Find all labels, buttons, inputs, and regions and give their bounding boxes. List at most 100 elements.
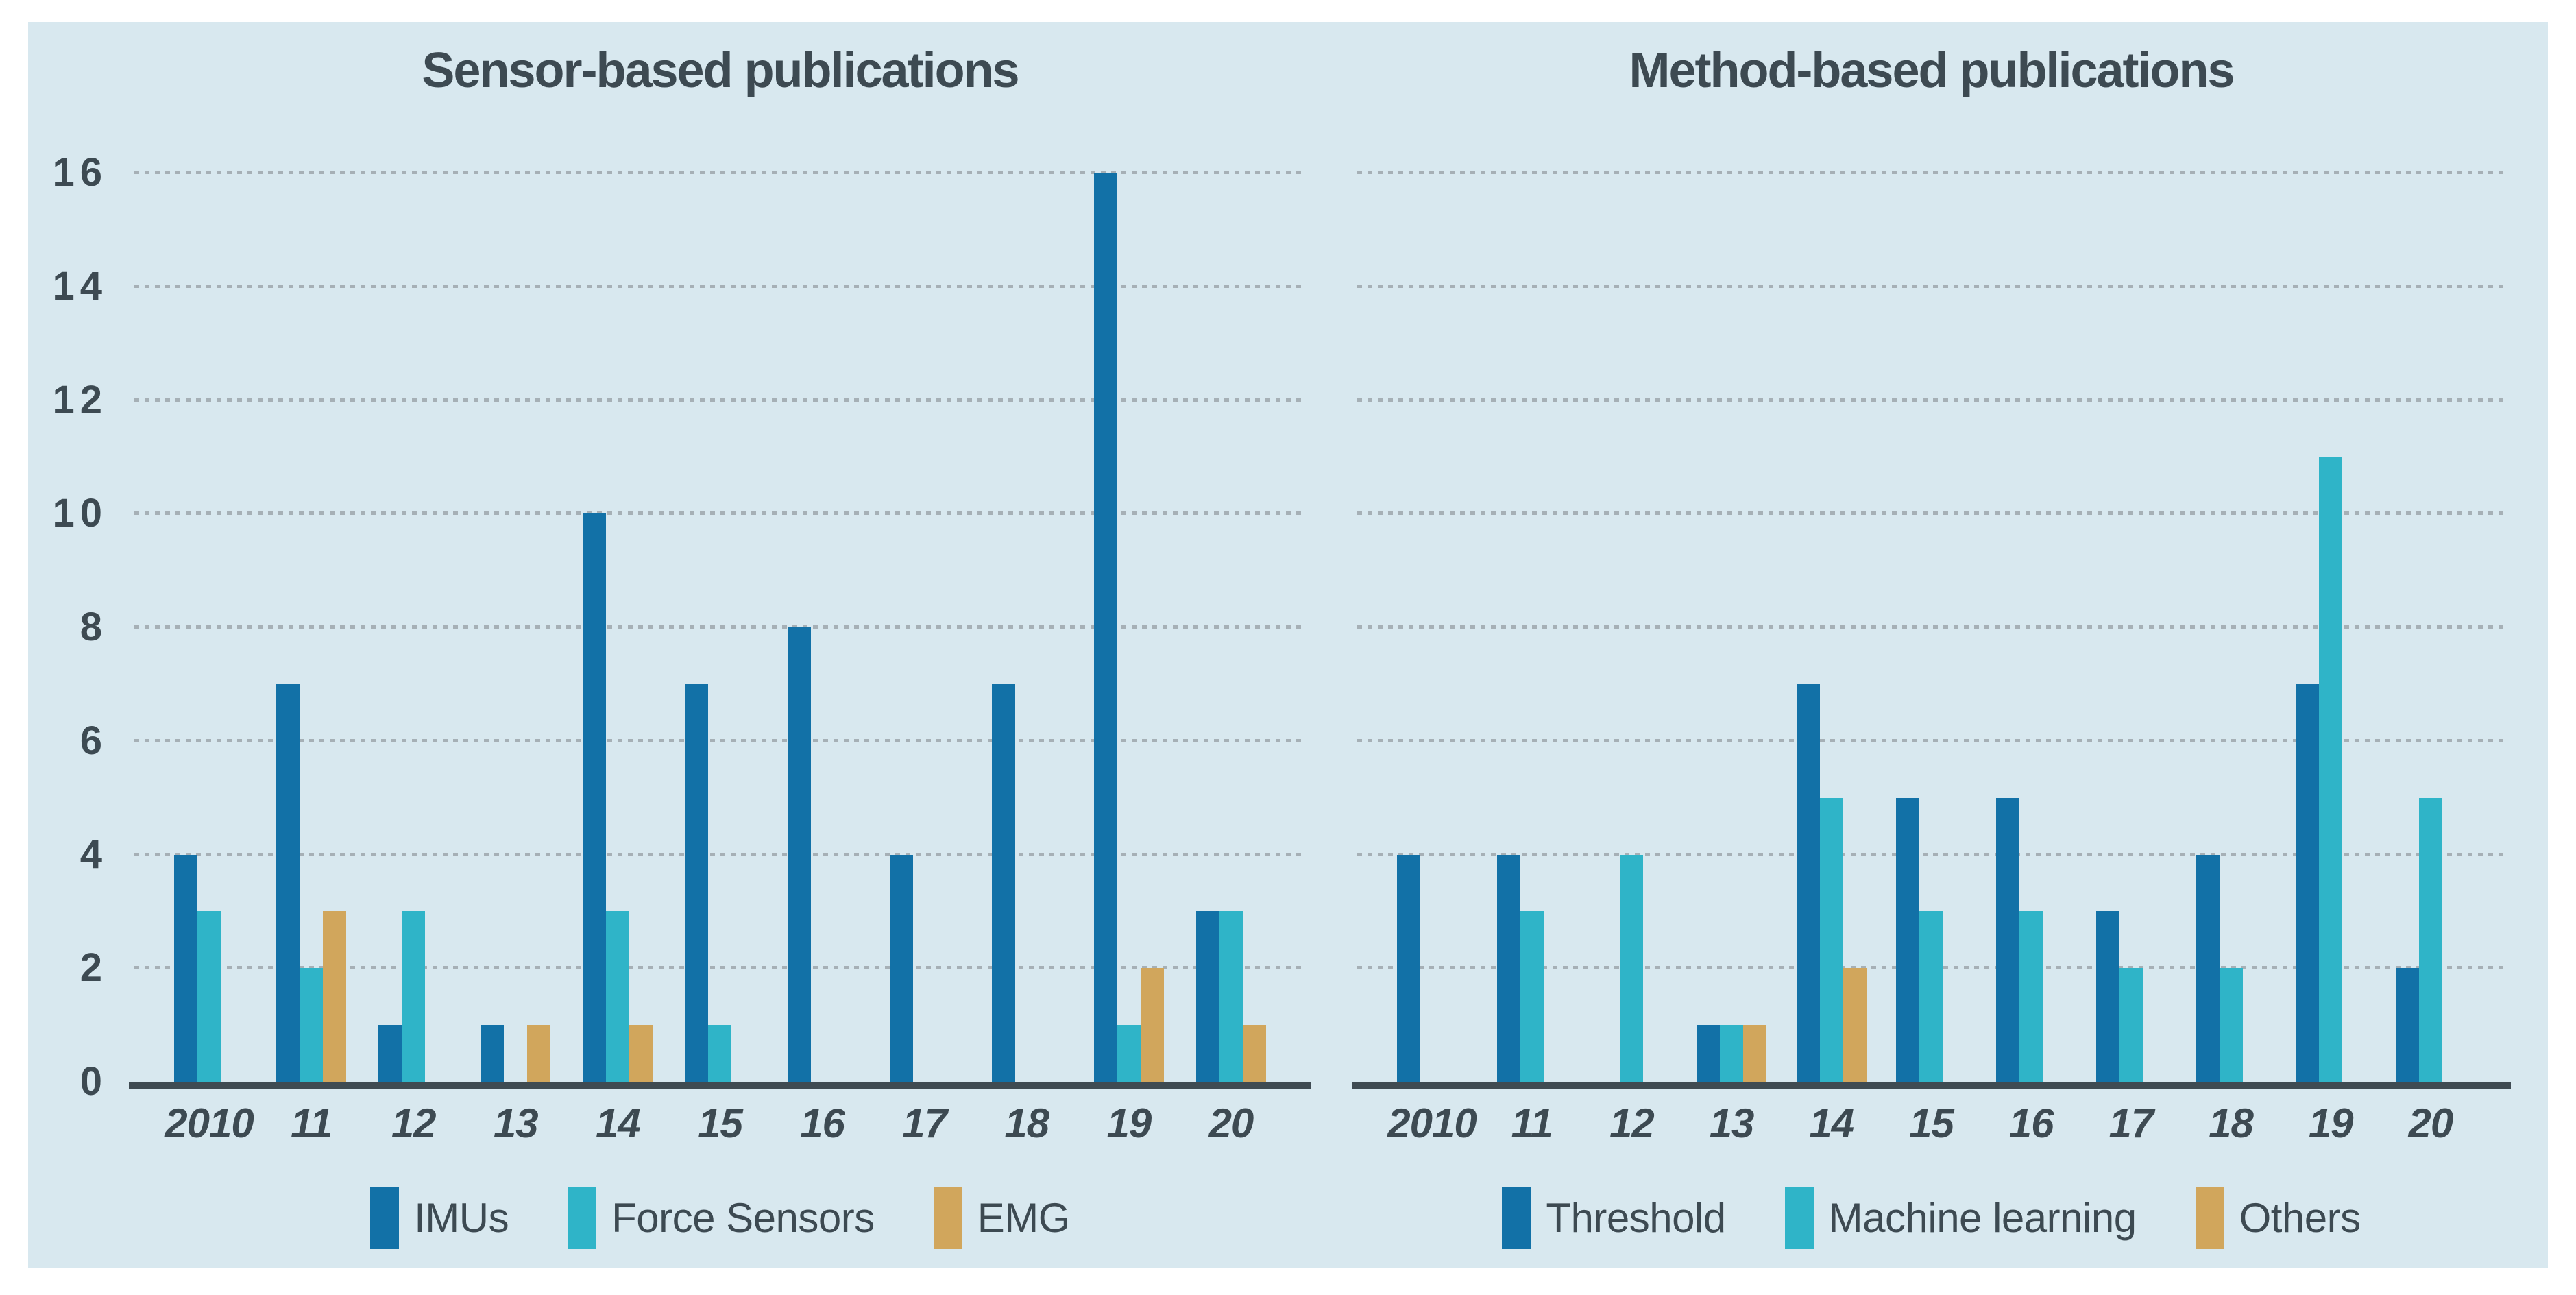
bar-slot-others <box>2043 173 2066 1082</box>
bar-machine-learning-20 <box>2418 797 2442 1082</box>
bar-threshold-17 <box>2095 911 2119 1082</box>
bar-threshold-16 <box>1996 797 2020 1082</box>
bar-machine-learning-13 <box>1720 1025 1744 1082</box>
bar-group-12: 12 <box>1596 173 1666 1146</box>
bar-slot-emg <box>1038 173 1062 1082</box>
bar-imus-14 <box>583 513 607 1082</box>
x-tick-label-17: 17 <box>902 1100 947 1146</box>
gridline-12 <box>134 398 1306 402</box>
bar-force-sensors-14 <box>606 911 630 1082</box>
legend-item-emg: EMG <box>933 1187 1071 1249</box>
bar-machine-learning-17 <box>2119 968 2143 1082</box>
legend-label-threshold: Threshold <box>1546 1195 1726 1241</box>
bar-slot-force-sensors <box>1015 173 1038 1082</box>
bar-slot-force-sensors <box>811 173 834 1082</box>
bar-groups: 2010 11 12 13 14 15 16 17 18 19 20 <box>1357 173 2505 1146</box>
bar-slot-emg <box>936 173 960 1082</box>
bar-slot-emg <box>323 173 347 1082</box>
bar-slot-force-sensors <box>708 173 732 1082</box>
bar-group-13: 13 <box>1697 173 1767 1146</box>
x-tick-label-2010: 2010 <box>165 1100 254 1146</box>
bar-machine-learning-14 <box>1819 797 1843 1082</box>
x-tick-label-16: 16 <box>800 1100 845 1146</box>
bar-threshold-11 <box>1496 854 1520 1082</box>
bar-emg-20 <box>1242 1025 1266 1082</box>
bar-imus-18 <box>991 683 1015 1082</box>
y-tick-label-6: 6 <box>80 718 108 763</box>
gridline-6 <box>134 738 1306 742</box>
bar-imus-11 <box>276 683 300 1082</box>
legend-swatch-machine-learning <box>1784 1187 1814 1249</box>
legend-label-machine-learning: Machine learning <box>1828 1195 2137 1241</box>
bar-slot-machine-learning <box>1620 173 1644 1082</box>
x-tick-label-17: 17 <box>2109 1100 2154 1146</box>
bar-threshold-2010 <box>1397 854 1420 1082</box>
legend-label-emg: EMG <box>977 1195 1071 1241</box>
bar-slot-imus <box>889 173 913 1082</box>
bar-imus-19 <box>1093 173 1117 1082</box>
bar-force-sensors-2010 <box>197 911 221 1082</box>
bar-slot-force-sensors <box>913 173 936 1082</box>
bar-others-13 <box>1743 1025 1767 1082</box>
bar-slot-threshold <box>1496 173 1520 1082</box>
y-tick-label-12: 12 <box>52 377 108 422</box>
legend-item-imus: IMUs <box>370 1187 509 1249</box>
bar-group-20: 20 <box>2395 173 2466 1146</box>
bar-threshold-19 <box>2296 683 2320 1082</box>
x-tick-label-13: 13 <box>493 1100 539 1146</box>
bar-group-11: 11 <box>1496 173 1567 1146</box>
bar-force-sensors-20 <box>1219 911 1243 1082</box>
bar-slot-machine-learning <box>1420 173 1444 1082</box>
bar-slot-imus <box>481 173 505 1082</box>
bar-slot-force-sensors <box>402 173 426 1082</box>
x-tick-label-18: 18 <box>1004 1100 1049 1146</box>
gridline-4 <box>1357 852 2505 856</box>
bar-slot-imus <box>1093 173 1117 1082</box>
bar-slot-emg <box>731 173 755 1082</box>
bar-slot-others <box>2143 173 2166 1082</box>
bar-group-16: 16 <box>1996 173 2066 1146</box>
bar-machine-learning-11 <box>1520 911 1544 1082</box>
bar-slot-emg <box>221 173 244 1082</box>
bar-slot-machine-learning <box>1520 173 1544 1082</box>
bar-group-19: 19 <box>1093 173 1164 1146</box>
bar-imus-17 <box>889 854 913 1082</box>
y-tick-label-2: 2 <box>80 945 108 991</box>
bar-emg-13 <box>527 1025 551 1082</box>
y-tick-label-16: 16 <box>52 150 108 195</box>
bar-threshold-14 <box>1796 683 1820 1082</box>
x-axis-line <box>1352 1082 2511 1089</box>
x-axis-line <box>129 1082 1311 1089</box>
bar-threshold-13 <box>1697 1025 1721 1082</box>
bar-group-2010: 2010 <box>165 173 254 1146</box>
bar-slot-force-sensors <box>504 173 527 1082</box>
x-tick-label-20: 20 <box>1208 1100 1254 1146</box>
x-tick-label-15: 15 <box>1909 1100 1954 1146</box>
x-tick-label-15: 15 <box>698 1100 743 1146</box>
bar-slot-imus <box>787 173 811 1082</box>
bar-slot-machine-learning <box>2219 173 2243 1082</box>
bar-group-15: 15 <box>1896 173 1966 1146</box>
figure-panel: Sensor-based publications 0 2 4 6 8 10 12 14 16 … <box>28 22 2548 1268</box>
bar-threshold-18 <box>2196 854 2220 1082</box>
bar-slot-machine-learning <box>2418 173 2442 1082</box>
bar-imus-2010 <box>174 854 197 1082</box>
chart-method-based-publications: Method-based publications 2010 11 12 13 14 15… <box>1352 22 2511 1268</box>
bar-slot-machine-learning <box>1819 173 1843 1082</box>
bar-slot-others <box>1544 173 1567 1082</box>
bar-threshold-20 <box>2395 968 2419 1082</box>
legend: IMUs Force Sensors EMG <box>134 1187 1306 1249</box>
bar-slot-force-sensors <box>1117 173 1141 1082</box>
bar-slot-emg <box>834 173 858 1082</box>
gridline-16 <box>134 171 1306 174</box>
gridline-8 <box>134 625 1306 629</box>
bar-slot-machine-learning <box>2019 173 2043 1082</box>
legend-label-imus: IMUs <box>414 1195 509 1241</box>
bar-slot-machine-learning <box>2119 173 2143 1082</box>
y-axis-labels: 0 2 4 6 8 10 12 14 16 <box>14 153 117 1102</box>
gridline-12 <box>1357 398 2505 402</box>
bar-slot-threshold <box>1796 173 1820 1082</box>
gridline-8 <box>1357 625 2505 629</box>
bar-slot-others <box>1743 173 1767 1082</box>
bar-slot-threshold <box>2296 173 2320 1082</box>
